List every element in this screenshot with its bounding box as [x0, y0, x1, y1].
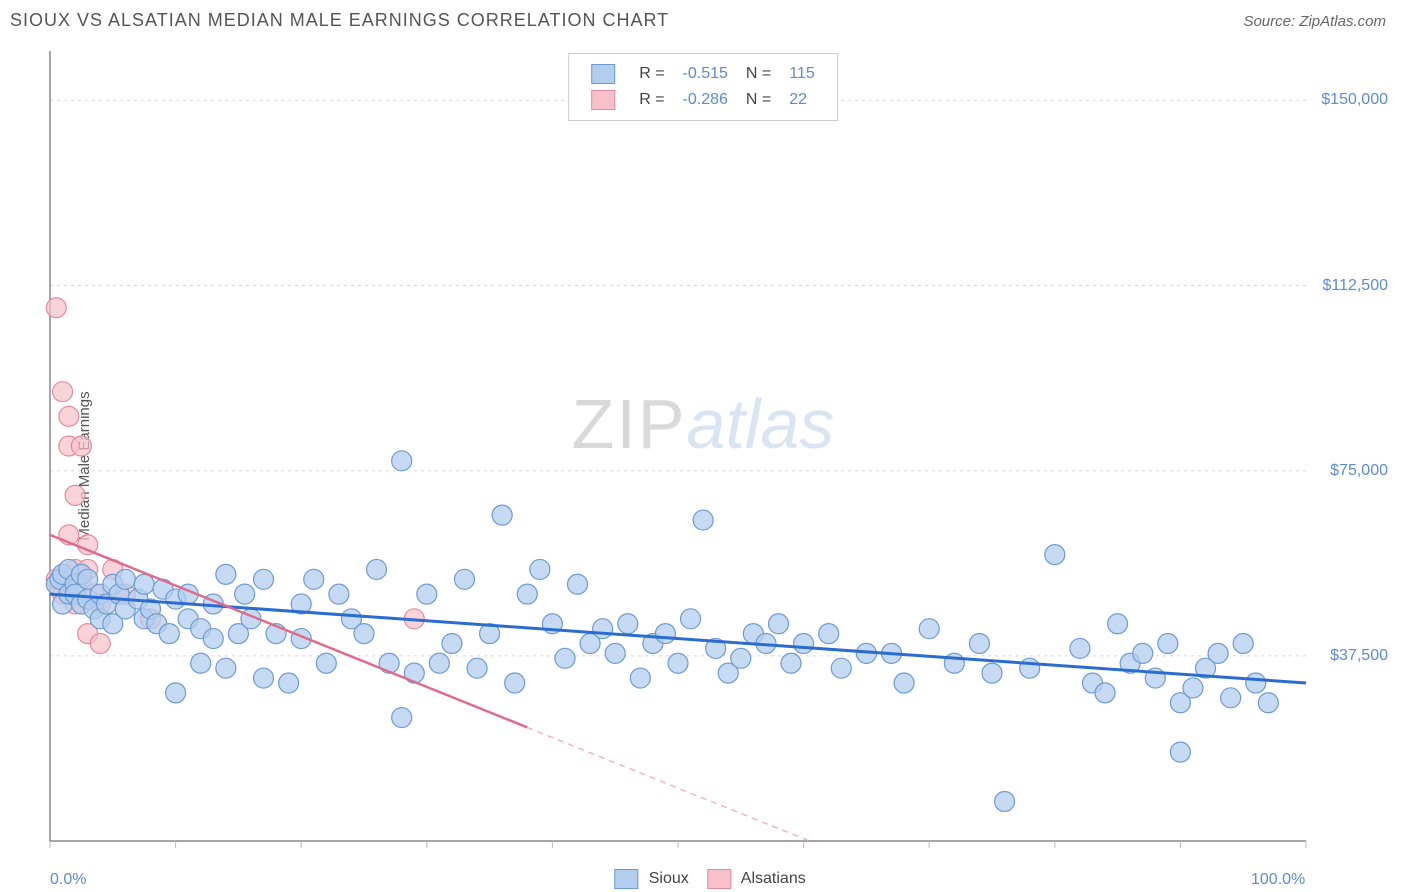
series-legend: Sioux Alsatians — [600, 869, 805, 889]
r-value-alsatians: -0.286 — [675, 88, 736, 112]
legend-row-sioux: R = -0.515 N = 115 — [583, 62, 823, 86]
r-value-sioux: -0.515 — [675, 62, 736, 86]
swatch-sioux-bottom — [614, 869, 638, 889]
legend-label-sioux: Sioux — [649, 870, 689, 887]
chart-area: Median Male Earnings ZIPatlas R = -0.515… — [0, 41, 1406, 891]
r-label: R = — [631, 62, 672, 86]
y-tick-label: $150,000 — [1321, 91, 1388, 109]
scatter-chart-svg — [0, 41, 1406, 881]
n-value-alsatians: 22 — [781, 88, 823, 112]
y-tick-label: $75,000 — [1330, 462, 1388, 480]
y-tick-label: $37,500 — [1330, 647, 1388, 665]
n-label: N = — [738, 62, 779, 86]
source-attribution: Source: ZipAtlas.com — [1243, 13, 1386, 30]
swatch-alsatians — [591, 90, 615, 110]
correlation-legend: R = -0.515 N = 115 R = -0.286 N = 22 — [568, 53, 838, 121]
swatch-alsatians-bottom — [707, 869, 731, 889]
chart-title: SIOUX VS ALSATIAN MEDIAN MALE EARNINGS C… — [10, 10, 669, 31]
n-label: N = — [738, 88, 779, 112]
legend-label-alsatians: Alsatians — [741, 870, 806, 887]
x-tick-label: 100.0% — [1251, 871, 1305, 889]
r-label: R = — [631, 88, 672, 112]
x-tick-label: 0.0% — [50, 871, 86, 889]
y-tick-label: $112,500 — [1322, 277, 1388, 295]
swatch-sioux — [591, 64, 615, 84]
n-value-sioux: 115 — [781, 62, 823, 86]
legend-row-alsatians: R = -0.286 N = 22 — [583, 88, 823, 112]
